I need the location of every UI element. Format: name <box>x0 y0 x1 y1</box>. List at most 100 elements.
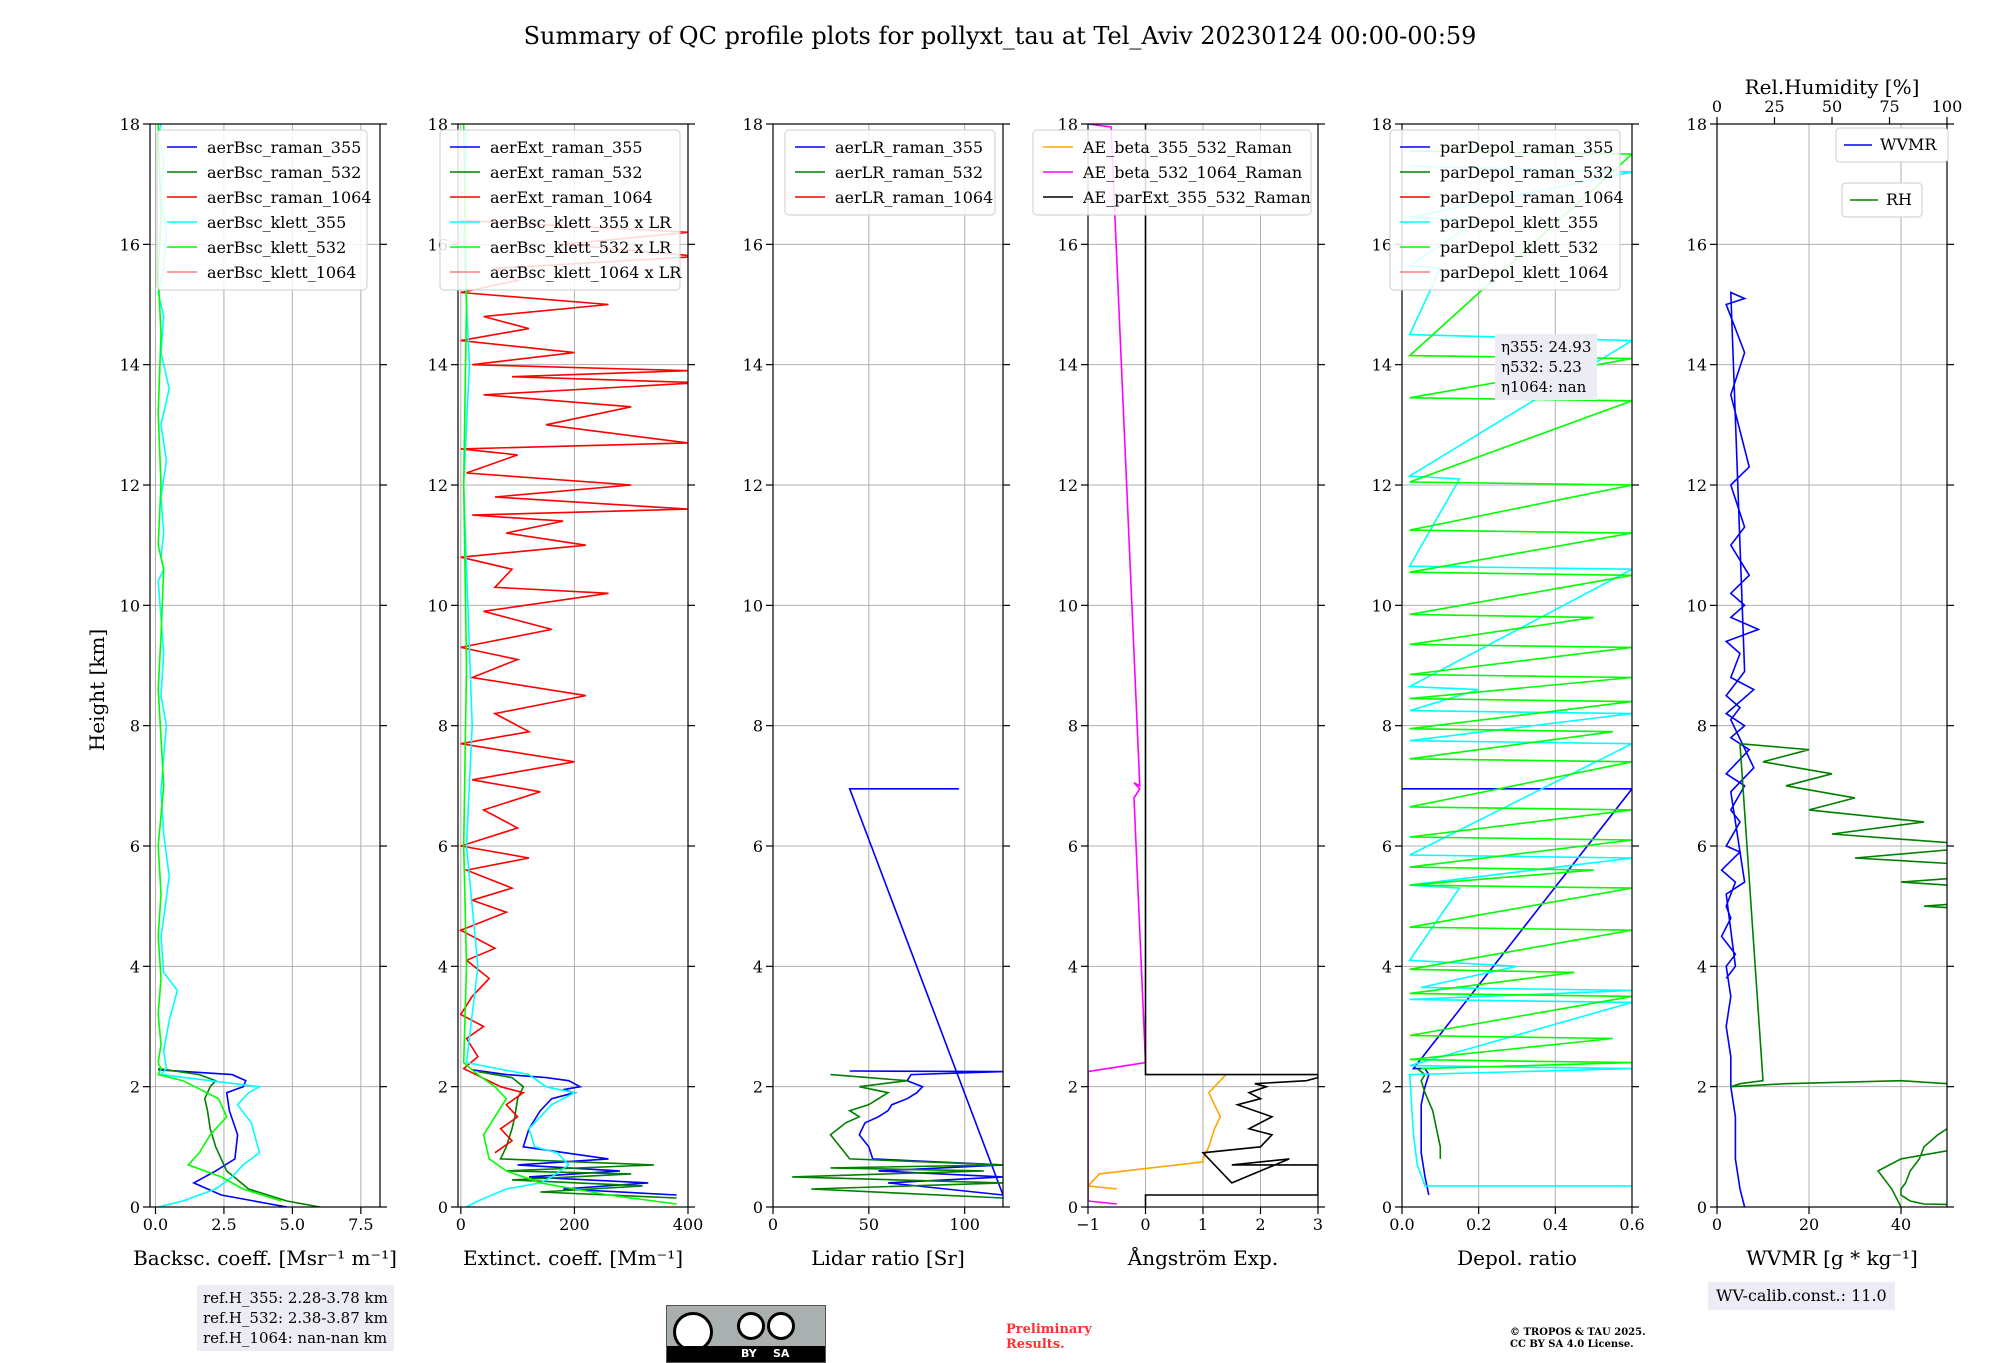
legend-label: aerBsc_raman_532 <box>207 163 361 182</box>
y-tick-label: 4 <box>438 957 448 976</box>
eta-355: η355: 24.93 <box>1501 338 1592 356</box>
y-tick-label: 2 <box>753 1078 763 1097</box>
y-tick-label: 12 <box>1687 476 1707 495</box>
legend-label: aerLR_raman_1064 <box>835 188 993 207</box>
x-tick-label: 2.5 <box>211 1215 236 1234</box>
legend-label: parDepol_raman_355 <box>1440 138 1613 157</box>
legend-label: RH <box>1886 190 1912 209</box>
x-tick-label: 0 <box>456 1215 466 1234</box>
y-tick-label: 4 <box>1068 957 1078 976</box>
y-tick-label: 18 <box>120 115 140 134</box>
x-tick-label: 3 <box>1313 1215 1323 1234</box>
series-line <box>1088 124 1147 1205</box>
legend-label: aerBsc_klett_355 x LR <box>490 213 672 232</box>
legend-label: WVMR <box>1880 135 1937 154</box>
y-tick-label: 4 <box>130 957 140 976</box>
x2-tick-label: 50 <box>1822 97 1842 116</box>
series-line <box>157 124 282 1202</box>
y-tick-label: 16 <box>120 235 140 254</box>
copyright-line2: CC BY SA 4.0 License. <box>1510 1339 1634 1350</box>
y-tick-label: 16 <box>1058 235 1078 254</box>
y-tick-label: 14 <box>1687 356 1707 375</box>
share-alike-icon <box>767 1312 795 1340</box>
y-tick-label: 18 <box>1372 115 1392 134</box>
y-tick-label: 2 <box>1697 1078 1707 1097</box>
x-axis-label: WVMR [g * kg⁻¹] <box>1746 1246 1918 1270</box>
x-tick-label: 0.0 <box>1389 1215 1414 1234</box>
series-line <box>1402 787 1632 1196</box>
x-axis-label: Lidar ratio [Sr] <box>811 1246 965 1270</box>
y-tick-label: 14 <box>1058 356 1078 375</box>
y-tick-label: 12 <box>120 476 140 495</box>
series-line <box>792 1073 1003 1199</box>
y-tick-label: 2 <box>130 1078 140 1097</box>
y-tick-label: 6 <box>1697 837 1707 856</box>
plot-frame <box>1401 123 1633 1208</box>
legend-label: aerBsc_klett_532 x LR <box>490 238 672 257</box>
x-axis-label: Ångström Exp. <box>1127 1245 1278 1270</box>
y-tick-label: 14 <box>428 356 448 375</box>
legend-label: aerBsc_klett_1064 x LR <box>490 263 682 282</box>
preliminary-line1: Preliminary <box>1006 1322 1092 1337</box>
x2-tick-label: 75 <box>1879 97 1899 116</box>
y-tick-label: 0 <box>438 1198 448 1217</box>
y-tick-label: 6 <box>438 837 448 856</box>
y-tick-label: 6 <box>1068 837 1078 856</box>
series-line <box>1407 150 1632 1070</box>
legend-box <box>1835 127 1949 163</box>
series-line <box>1730 742 1947 1207</box>
y-tick-label: 2 <box>438 1078 448 1097</box>
y-tick-label: 16 <box>1687 235 1707 254</box>
y-tick-label: 4 <box>753 957 763 976</box>
plot-frame <box>149 123 381 1208</box>
legend-box <box>784 129 996 216</box>
y-tick-label: 0 <box>1068 1198 1078 1217</box>
plot-frame <box>772 123 1004 1208</box>
y-tick-label: 18 <box>1058 115 1078 134</box>
preliminary-note: Preliminary Results. <box>1006 1322 1092 1352</box>
x-tick-label: 200 <box>559 1215 590 1234</box>
ref-height-355: ref.H_355: 2.28-3.78 km <box>203 1289 388 1307</box>
legend-label: parDepol_raman_532 <box>1440 163 1613 182</box>
x-tick-label: 5.0 <box>280 1215 305 1234</box>
wv-calib-box: WV-calib.const.: 11.0 <box>1708 1282 1895 1310</box>
copyright-line1: © TROPOS & TAU 2025. <box>1510 1327 1646 1338</box>
x-tick-label: −1 <box>1076 1215 1100 1234</box>
y-tick-label: 14 <box>743 356 763 375</box>
x-axis-label: Depol. ratio <box>1457 1246 1577 1270</box>
legend-box <box>1389 129 1621 291</box>
x-tick-label: 0 <box>768 1215 778 1234</box>
y-tick-label: 0 <box>1697 1198 1707 1217</box>
series-line <box>1720 291 1761 1207</box>
legend-label: aerBsc_raman_355 <box>207 138 361 157</box>
legend-label: aerBsc_klett_1064 <box>207 263 356 282</box>
legend-label: parDepol_klett_1064 <box>1440 263 1609 282</box>
x-tick-label: 0 <box>1712 1215 1722 1234</box>
cc-badge-bar: BY SA <box>667 1346 825 1362</box>
y-tick-label: 2 <box>1068 1078 1078 1097</box>
y-tick-label: 16 <box>743 235 763 254</box>
y-tick-label: 18 <box>743 115 763 134</box>
y-tick-label: 12 <box>1372 476 1392 495</box>
legend-label: aerLR_raman_532 <box>835 163 983 182</box>
y-tick-label: 0 <box>1382 1198 1392 1217</box>
series-line <box>462 129 577 1207</box>
y-tick-label: 2 <box>1382 1078 1392 1097</box>
legend-label: parDepol_raman_1064 <box>1440 188 1624 207</box>
cc-logo-icon <box>673 1312 713 1352</box>
y-tick-label: 12 <box>1058 476 1078 495</box>
series-line <box>848 787 1003 1196</box>
legend-box <box>439 129 681 291</box>
y-tick-label: 8 <box>130 717 140 736</box>
y-tick-label: 6 <box>130 837 140 856</box>
x-tick-label: 0.6 <box>1619 1215 1644 1234</box>
y-tick-label: 8 <box>1382 717 1392 736</box>
cc-by-label: BY <box>741 1347 757 1360</box>
figure-title: Summary of QC profile plots for pollyxt_… <box>523 22 1477 50</box>
legend-label: aerBsc_raman_1064 <box>207 188 372 207</box>
legend-label: aerExt_raman_355 <box>490 138 643 157</box>
y-axis-label: Height [km] <box>85 629 109 751</box>
x-tick-label: 1 <box>1198 1215 1208 1234</box>
x-tick-label: 0 <box>1140 1215 1150 1234</box>
x-axis-label: Backsc. coeff. [Msr⁻¹ m⁻¹] <box>133 1246 397 1270</box>
